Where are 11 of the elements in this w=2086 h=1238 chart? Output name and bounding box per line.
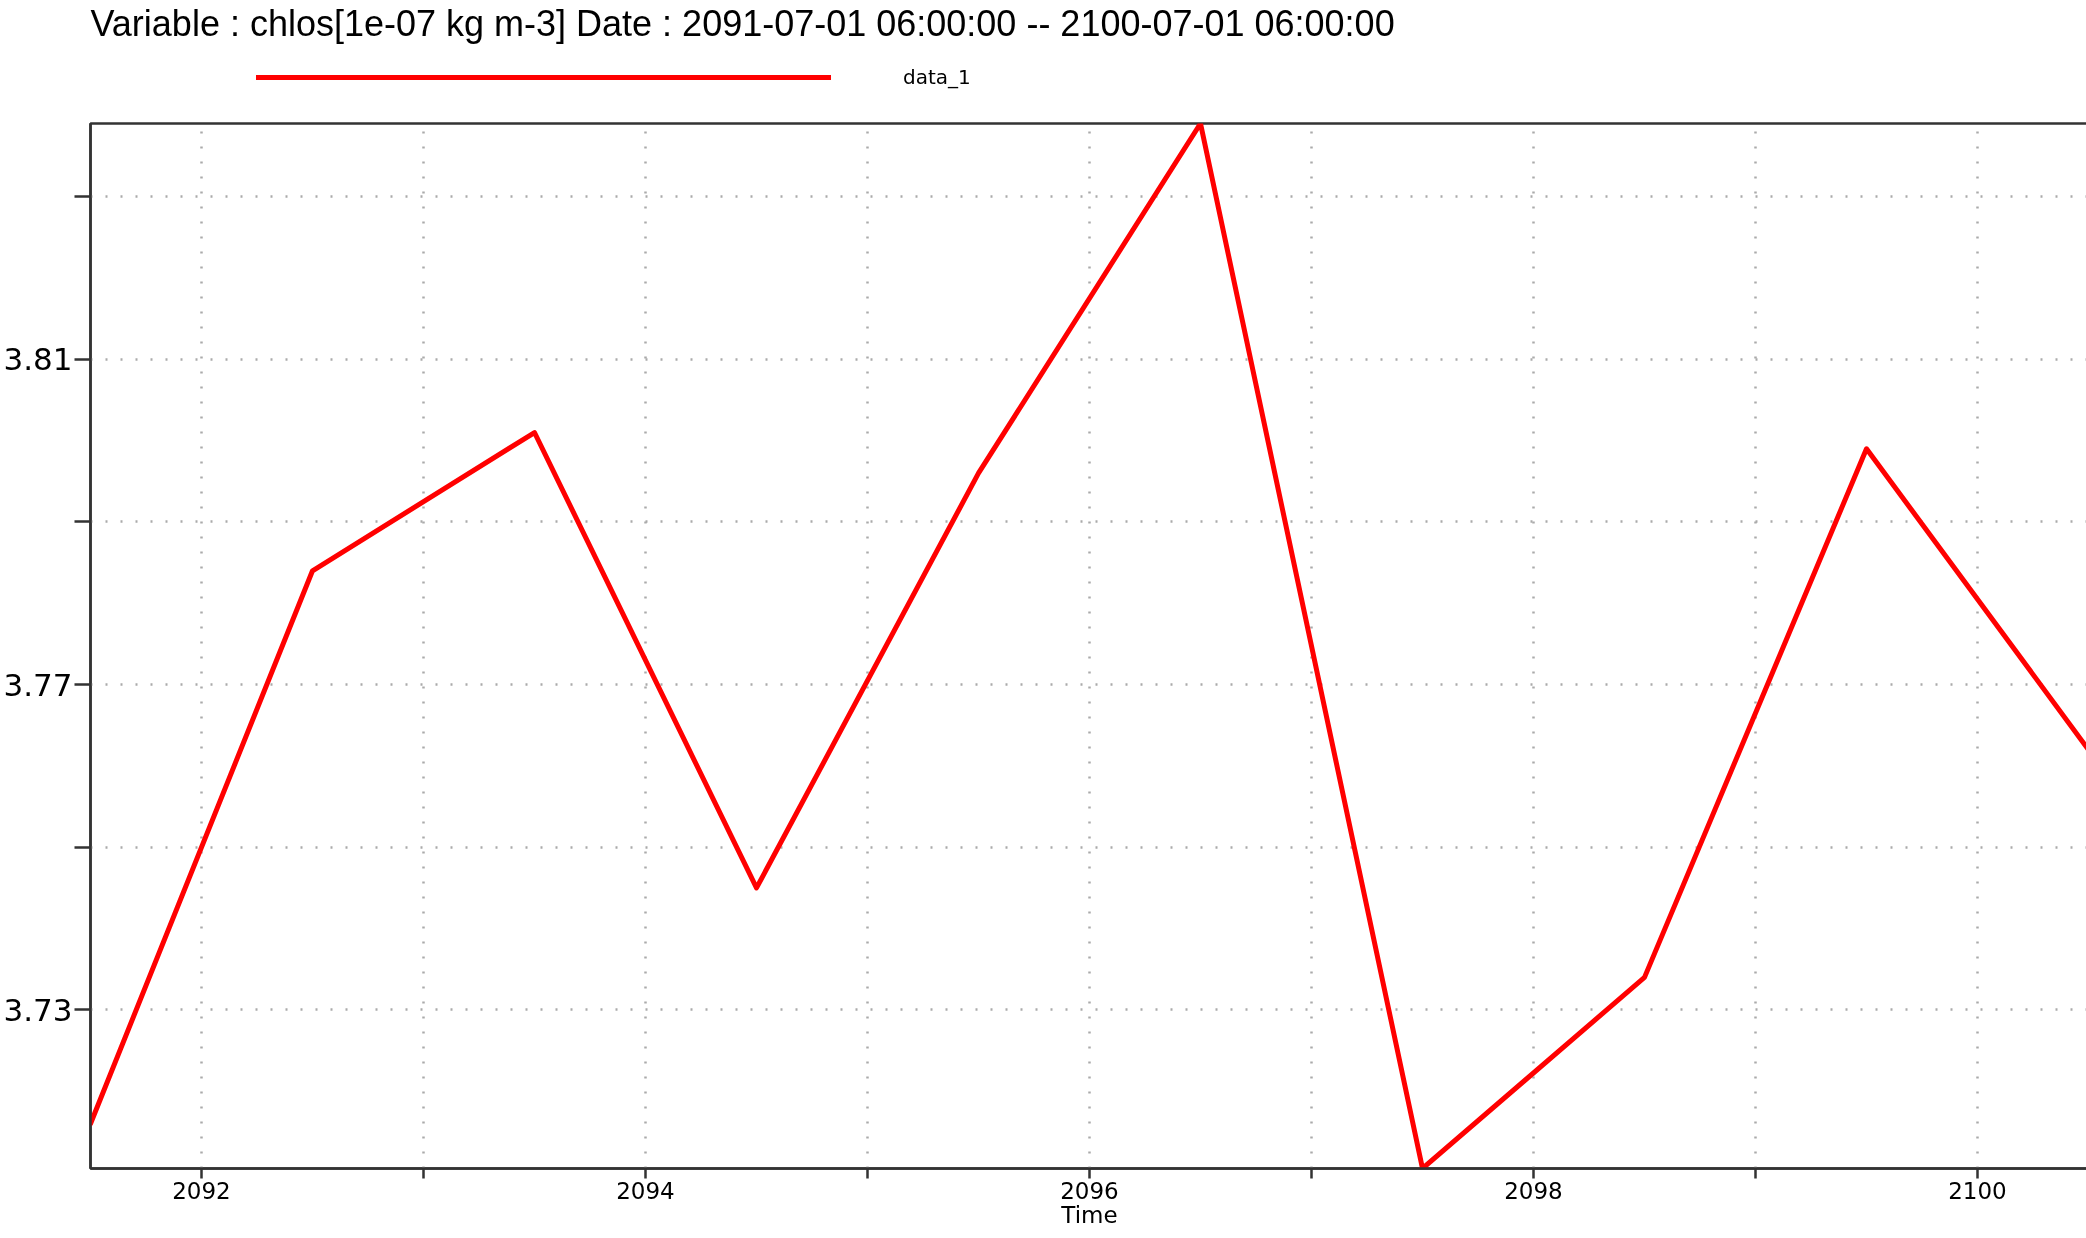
text: data_1: [903, 65, 971, 89]
y-tick-label: 3.77: [3, 666, 73, 703]
x-tick-label: 2092: [172, 1177, 231, 1204]
x-tick-label: 2100: [1948, 1177, 2007, 1204]
x-axis-title: Time: [1060, 1201, 1118, 1228]
x-tick-label: 2096: [1060, 1177, 1119, 1204]
x-tick-label: 2098: [1504, 1177, 1563, 1204]
y-tick-label: 3.81: [3, 341, 73, 378]
y-tick-label: 3.73: [3, 991, 73, 1028]
chart-title: Variable : chlos[1e-07 kg m-3] Date : 2091-07-01 06:00:00 -- 2100-07-01 06:00:00: [90, 2, 1395, 44]
x-tick-label: 2094: [616, 1177, 675, 1204]
